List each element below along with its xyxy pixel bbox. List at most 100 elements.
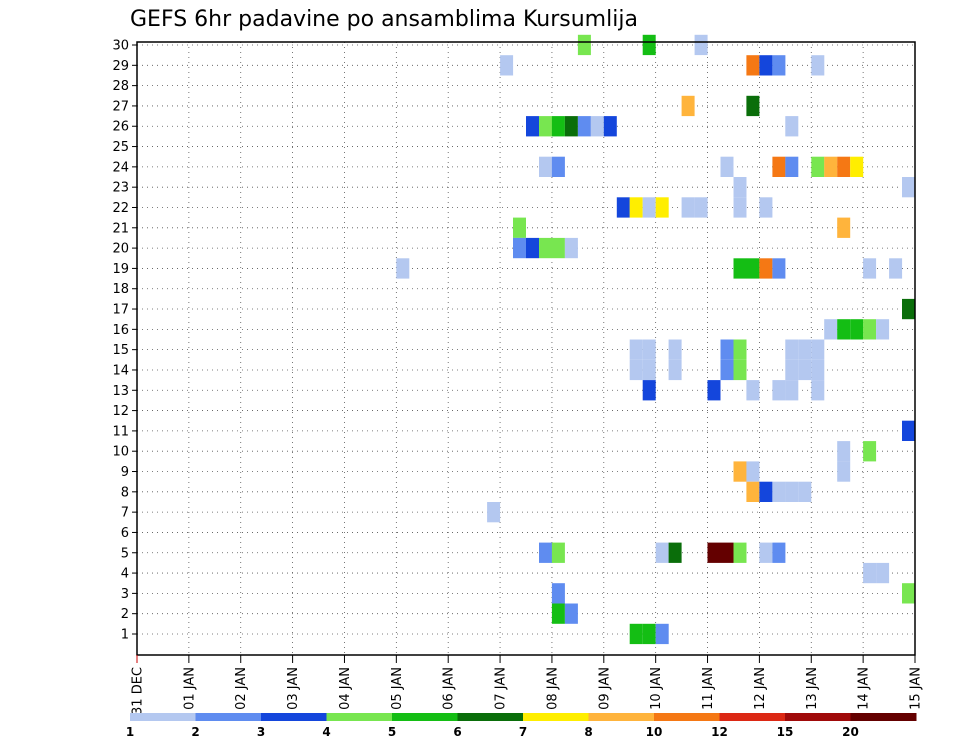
precip-cell: [824, 319, 838, 340]
precip-cell: [746, 481, 760, 502]
y-tick-label: 19: [112, 262, 129, 277]
precip-cell: [772, 156, 786, 177]
precip-cell: [850, 156, 864, 177]
precip-cell: [733, 197, 747, 218]
precip-cell: [564, 237, 578, 259]
precip-cell: [694, 197, 708, 218]
precip-cell: [733, 359, 747, 381]
colorbar: 1 2 3 4 5 6 7 8 10 12 15 20: [126, 713, 917, 739]
x-tick-label: 02 JAN: [234, 667, 249, 710]
precip-cell: [551, 603, 565, 624]
precip-cell: [629, 623, 643, 645]
colorbar-label: 8: [584, 725, 592, 739]
y-tick-label: 12: [112, 404, 129, 419]
precip-cell: [629, 339, 643, 360]
precip-cell: [798, 359, 812, 381]
precip-cell: [811, 339, 825, 360]
precip-cell: [772, 481, 786, 502]
colorbar-swatch: [785, 713, 851, 721]
precip-cell: [837, 156, 851, 177]
precip-cell: [551, 583, 565, 604]
precip-cell: [616, 197, 630, 218]
precip-cell: [785, 359, 799, 381]
precip-cell: [564, 603, 578, 624]
y-tick-label: 1: [121, 628, 129, 643]
x-tick-label: 14 JAN: [857, 667, 872, 710]
precip-cell: [772, 380, 786, 401]
y-tick-label: 30: [112, 39, 129, 54]
precip-cell: [759, 55, 773, 76]
precip-cell: [500, 55, 514, 76]
y-tick-label: 20: [112, 242, 129, 257]
precip-cell: [863, 441, 877, 462]
x-tick-label: 11 JAN: [701, 667, 716, 710]
colorbar-swatch: [392, 713, 458, 721]
precip-cell: [837, 461, 851, 482]
x-tick-label: 12 JAN: [753, 667, 768, 710]
precip-cell: [733, 339, 747, 360]
colorbar-label: 12: [711, 725, 728, 739]
y-tick-label: 13: [112, 384, 129, 399]
precip-cell: [526, 116, 539, 137]
x-tick-label: 06 JAN: [442, 667, 457, 710]
precip-cell: [668, 339, 682, 360]
y-tick-label: 16: [112, 323, 129, 338]
y-tick-label: 23: [112, 181, 129, 196]
precip-cell: [681, 95, 695, 117]
precip-cell: [642, 380, 656, 401]
y-tick-label: 24: [112, 160, 129, 175]
precip-cell: [759, 542, 773, 563]
precip-cell: [694, 34, 708, 56]
precip-cell: [811, 380, 825, 401]
colorbar-label: 5: [388, 725, 396, 739]
precip-cell: [863, 258, 877, 279]
y-tick-label: 22: [112, 201, 129, 216]
precip-cell: [655, 623, 669, 645]
precip-cell: [798, 481, 812, 502]
precip-cell: [720, 359, 734, 381]
y-tick-label: 26: [112, 120, 129, 135]
precip-cell: [772, 542, 786, 563]
y-tick-label: 18: [112, 282, 129, 297]
colorbar-label: 1: [126, 725, 134, 739]
precip-cell: [668, 542, 682, 563]
y-tick-label: 7: [121, 506, 129, 521]
colorbar-label: 3: [257, 725, 265, 739]
y-tick-label: 15: [112, 343, 129, 358]
precip-cell: [642, 34, 656, 56]
precip-cell: [837, 319, 851, 340]
precip-cell: [629, 359, 643, 381]
plot-frame: [136, 41, 916, 656]
x-tick-label: 05 JAN: [390, 667, 405, 710]
y-tick-label: 27: [112, 99, 129, 114]
x-tick-label: 08 JAN: [545, 667, 560, 710]
x-tick-label: 10 JAN: [649, 667, 664, 710]
precip-cell: [577, 116, 591, 137]
precip-cell: [551, 542, 565, 563]
colorbar-label: 4: [322, 725, 330, 739]
x-tick-label: 31 DEC: [131, 667, 146, 715]
y-tick-label: 29: [112, 59, 129, 74]
precip-cell: [577, 34, 591, 56]
y-tick-label: 17: [112, 303, 129, 318]
precip-cell: [902, 583, 915, 604]
colorbar-swatch: [326, 713, 393, 721]
precip-cell: [629, 197, 643, 218]
precip-cell: [655, 542, 669, 563]
precip-cell: [551, 156, 565, 177]
colorbar-swatch: [130, 713, 196, 721]
precip-cell: [811, 359, 825, 381]
colorbar-swatch: [457, 713, 524, 721]
precip-cell: [798, 339, 812, 360]
colorbar-label: 15: [777, 725, 794, 739]
precip-cell: [902, 420, 915, 441]
y-axis: 1234567891011121314151617181920212223242…: [112, 39, 137, 643]
precip-cell: [539, 542, 552, 563]
colorbar-swatch: [261, 713, 327, 721]
precip-cell: [642, 623, 656, 645]
precip-cell: [551, 237, 565, 259]
y-tick-label: 25: [112, 140, 129, 155]
precip-cell: [863, 319, 877, 340]
y-tick-label: 5: [121, 546, 129, 561]
precip-cell: [759, 481, 773, 502]
